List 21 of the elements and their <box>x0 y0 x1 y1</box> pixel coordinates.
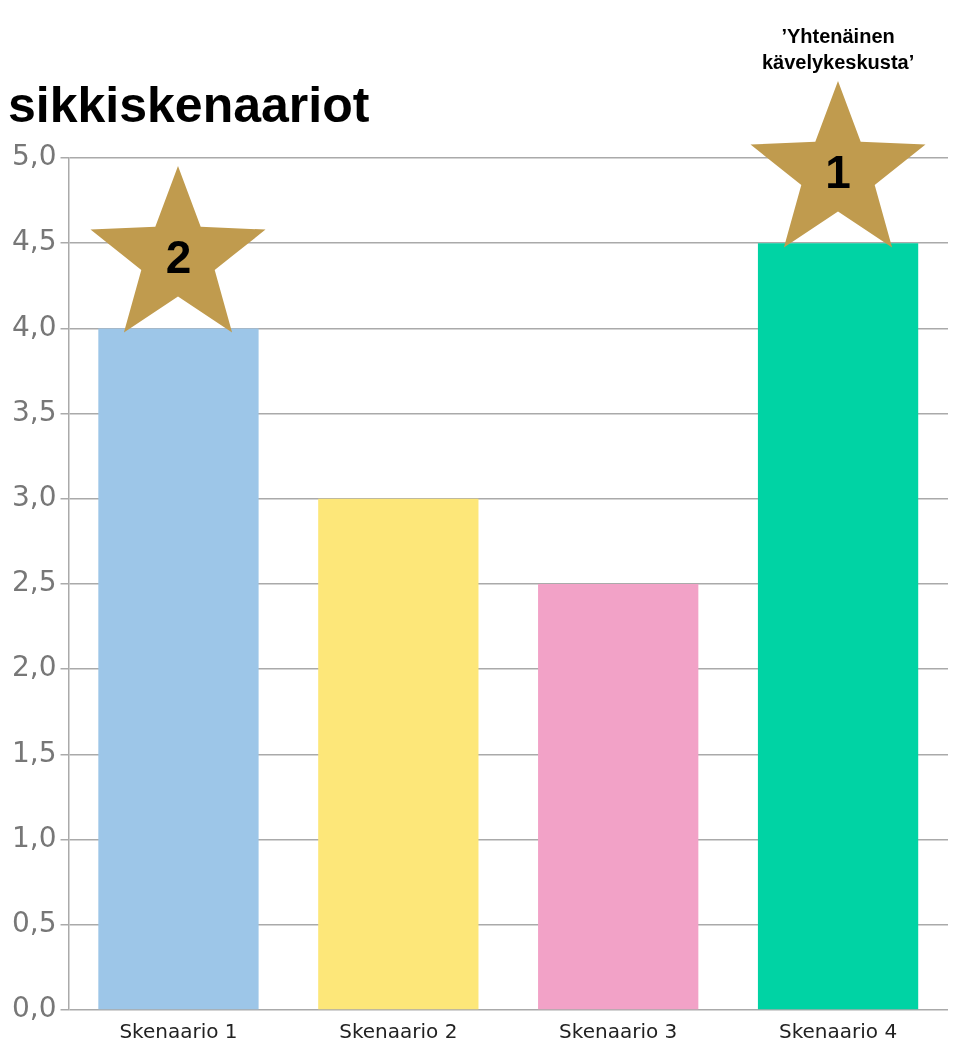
chart-title: sikkiskenaariot <box>8 76 370 133</box>
x-tick-label: Skenaario 3 <box>559 1019 678 1044</box>
x-tick-label: Skenaario 1 <box>119 1019 238 1044</box>
y-tick-label: 4,0 <box>12 309 57 343</box>
y-tick-label: 2,0 <box>12 650 57 684</box>
y-tick-label: 0,0 <box>12 991 57 1025</box>
y-tick-label: 1,0 <box>12 820 57 854</box>
y-tick-label: 2,5 <box>12 565 57 599</box>
bar <box>318 498 479 1010</box>
x-tick-label: Skenaario 4 <box>778 1019 898 1044</box>
y-tick-label: 3,5 <box>12 394 57 428</box>
y-tick-label: 4,5 <box>12 224 57 258</box>
annotation: 2 <box>164 230 193 285</box>
y-tick-label: 3,0 <box>12 480 57 514</box>
bar <box>538 584 699 1010</box>
annotation: 1 <box>824 145 852 200</box>
text: ’Yhtenäinen kävelykeskusta’ <box>760 24 916 76</box>
y-tick-label: 1,5 <box>12 735 57 769</box>
y-tick-label: 0,5 <box>12 906 57 940</box>
y-tick-label: 5,0 <box>12 139 57 173</box>
x-tick-label: Skenaario 2 <box>339 1019 458 1044</box>
